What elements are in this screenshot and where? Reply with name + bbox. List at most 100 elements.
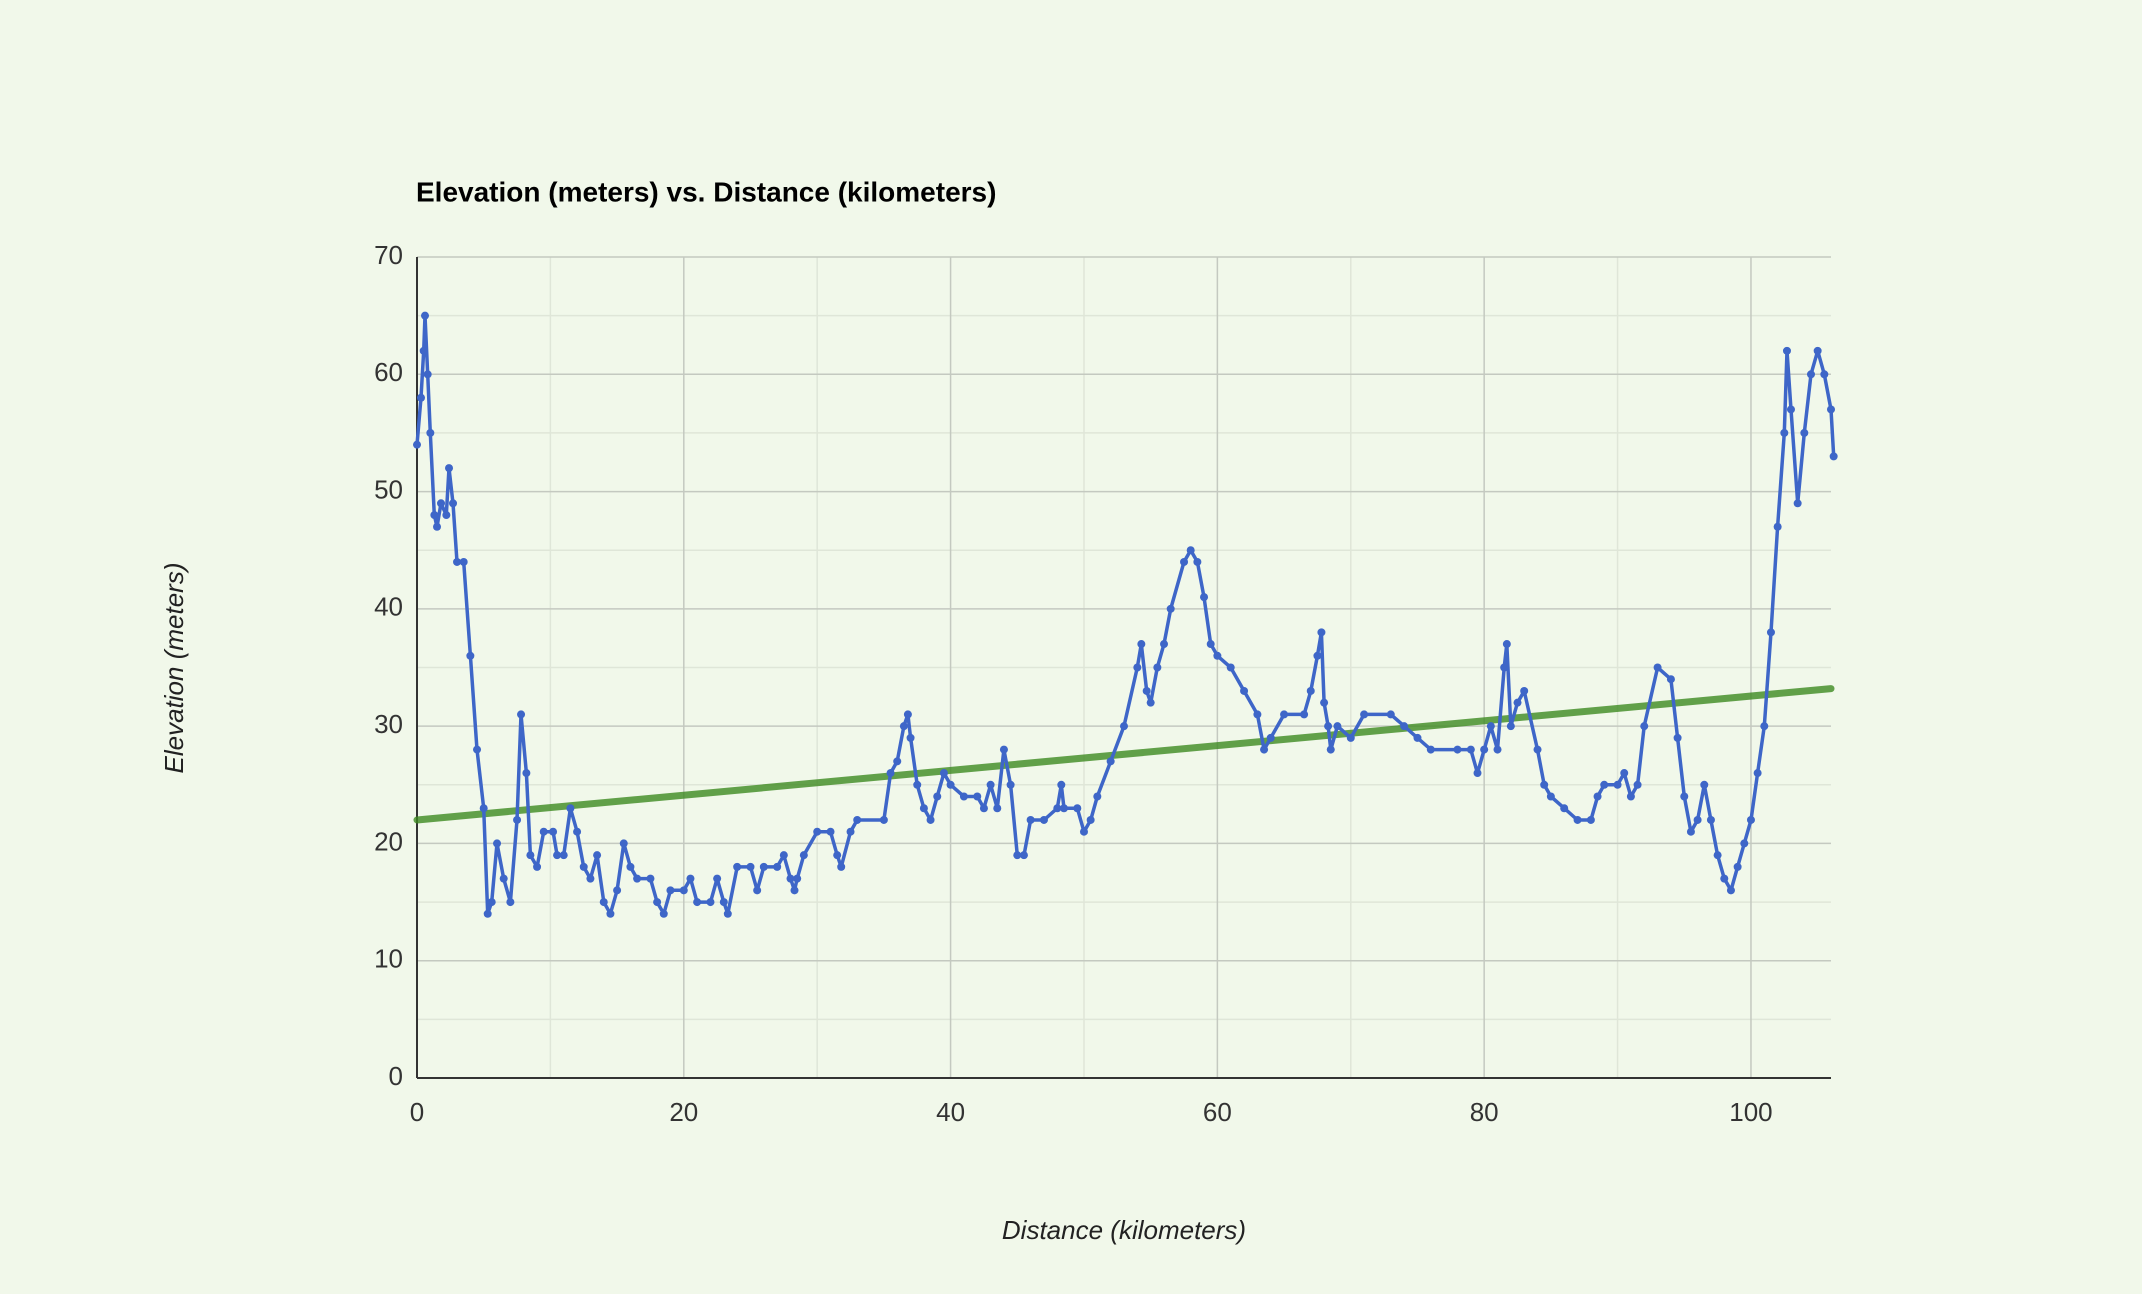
data-point (746, 862, 755, 871)
data-point (759, 862, 768, 871)
data-point (1057, 780, 1066, 789)
data-point (613, 886, 622, 895)
y-tick-label: 0 (389, 1061, 403, 1091)
data-point (679, 886, 688, 895)
x-tick-label: 20 (669, 1097, 698, 1127)
data-point (906, 733, 915, 742)
y-tick-label: 40 (374, 592, 403, 622)
data-point (1780, 428, 1789, 437)
data-point (626, 862, 635, 871)
data-point (533, 862, 542, 871)
data-point (1480, 745, 1489, 754)
data-point (653, 898, 662, 907)
data-point (659, 909, 668, 918)
data-point (779, 851, 788, 860)
data-point (1726, 886, 1735, 895)
data-point (1486, 722, 1495, 731)
data-point (1280, 710, 1289, 719)
data-point (723, 909, 732, 918)
data-point (506, 898, 515, 907)
data-point (573, 827, 582, 836)
data-point (1573, 815, 1582, 824)
x-tick-label: 0 (410, 1097, 424, 1127)
data-point (1146, 698, 1155, 707)
x-tick-label: 40 (936, 1097, 965, 1127)
data-point (1773, 522, 1782, 531)
data-point (1206, 640, 1215, 649)
data-point (826, 827, 835, 836)
data-point (666, 886, 675, 895)
y-tick-label: 20 (374, 826, 403, 856)
data-point (1800, 428, 1809, 437)
data-point (499, 874, 508, 883)
data-point (893, 757, 902, 766)
data-point (1720, 874, 1729, 883)
data-point (539, 827, 548, 836)
data-point (449, 499, 458, 508)
data-point (886, 769, 895, 778)
data-point (1493, 745, 1502, 754)
data-point (1326, 745, 1335, 754)
x-tick-label: 80 (1470, 1097, 1499, 1127)
data-point (466, 651, 475, 660)
data-point (790, 886, 799, 895)
data-point (1226, 663, 1235, 672)
data-point (1829, 452, 1838, 461)
data-point (1253, 710, 1262, 719)
data-point (646, 874, 655, 883)
data-point (913, 780, 922, 789)
data-point (1240, 686, 1249, 695)
data-point (586, 874, 595, 883)
data-point (453, 557, 462, 566)
data-point (813, 827, 822, 836)
data-point (1137, 640, 1146, 649)
data-point (1706, 815, 1715, 824)
data-point (1166, 604, 1175, 613)
x-tick-label: 100 (1729, 1097, 1772, 1127)
data-point (1613, 780, 1622, 789)
y-tick-label: 10 (374, 944, 403, 974)
data-point (522, 769, 531, 778)
data-point (979, 804, 988, 813)
data-point (793, 874, 802, 883)
data-point (1666, 675, 1675, 684)
data-point (479, 804, 488, 813)
data-point (417, 393, 426, 402)
data-point (413, 440, 421, 449)
data-point (1120, 722, 1128, 731)
data-point (959, 792, 968, 801)
data-point (1693, 815, 1702, 824)
data-point (753, 886, 762, 895)
data-point (579, 862, 588, 871)
data-point (1513, 698, 1522, 707)
data-point (837, 862, 846, 871)
data-point (786, 874, 795, 883)
x-tick-label: 60 (1203, 1097, 1232, 1127)
data-point (566, 804, 575, 813)
data-point (1073, 804, 1082, 813)
data-point (1019, 851, 1028, 860)
y-tick-label: 60 (374, 357, 403, 387)
data-point (1533, 745, 1542, 754)
data-point (423, 370, 432, 379)
data-point (1506, 722, 1515, 731)
data-point (1266, 733, 1275, 742)
data-point (1813, 346, 1822, 355)
data-point (606, 909, 615, 918)
data-point (1766, 628, 1775, 637)
data-point (1786, 405, 1795, 414)
data-point (1039, 815, 1048, 824)
data-point (926, 815, 935, 824)
data-point (473, 745, 482, 754)
data-point (933, 792, 942, 801)
data-point (1106, 757, 1115, 766)
data-point (549, 827, 558, 836)
data-point (1180, 557, 1189, 566)
data-point (1600, 780, 1609, 789)
data-point (919, 804, 928, 813)
data-point (1540, 780, 1549, 789)
data-point (1186, 546, 1195, 555)
data-point (430, 511, 439, 520)
data-point (1313, 651, 1322, 660)
data-point (1620, 769, 1629, 778)
